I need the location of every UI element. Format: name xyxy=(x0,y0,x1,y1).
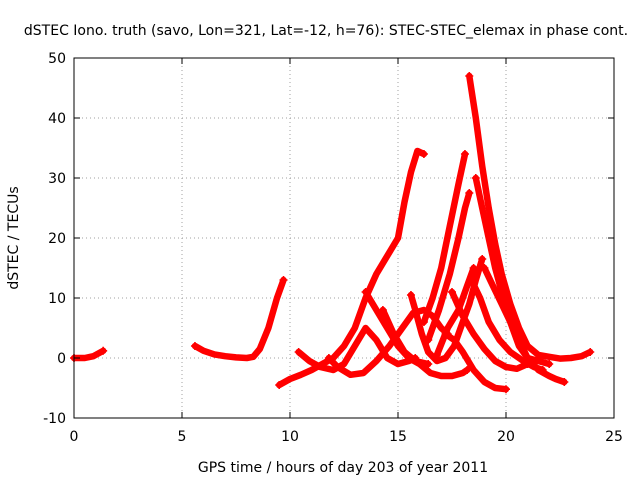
data-point-marker xyxy=(378,306,387,314)
data-series-arc-3 xyxy=(275,147,428,389)
data-point-marker xyxy=(99,346,108,355)
data-point-marker xyxy=(480,264,489,272)
data-point-marker xyxy=(465,72,474,80)
data-point-marker xyxy=(463,366,472,374)
data-point-marker xyxy=(560,378,569,386)
data-series-arc-8 xyxy=(407,255,486,365)
data-point-marker xyxy=(424,336,433,344)
data-point-marker xyxy=(279,276,288,284)
x-tick-label: 5 xyxy=(178,429,187,445)
data-point-marker xyxy=(465,189,474,197)
data-point-marker xyxy=(460,150,469,158)
data-point-marker xyxy=(471,174,480,182)
data-series-arc-7 xyxy=(379,306,432,368)
data-point-marker xyxy=(419,318,428,326)
y-tick-label: -10 xyxy=(43,411,66,427)
data-series-arc-15 xyxy=(448,288,531,373)
data-point-marker xyxy=(586,348,595,356)
data-point-marker xyxy=(432,351,441,359)
data-series-arc-13 xyxy=(466,72,594,362)
y-tick-label: 50 xyxy=(48,51,66,67)
data-point-marker xyxy=(294,348,303,356)
data-point-marker xyxy=(441,330,450,338)
data-point-marker xyxy=(538,366,547,374)
data-point-marker xyxy=(424,360,433,368)
x-tick-label: 10 xyxy=(281,429,299,445)
data-point-marker xyxy=(419,150,428,158)
x-axis-label: GPS time / hours of day 203 of year 2011 xyxy=(198,460,488,476)
data-series-arc-9 xyxy=(420,150,469,326)
data-point-marker xyxy=(361,288,370,296)
data-point-marker xyxy=(406,291,415,299)
data-point-marker xyxy=(324,354,333,362)
data-point-marker xyxy=(502,385,510,394)
data-series-arc-16 xyxy=(481,264,568,386)
y-tick-label: 0 xyxy=(57,351,66,367)
series-layer xyxy=(70,72,595,394)
data-point-marker xyxy=(478,255,487,263)
data-point-marker xyxy=(448,288,456,296)
y-tick-label: 40 xyxy=(48,111,66,127)
data-series-arc-2 xyxy=(191,276,287,362)
data-series-arc-1 xyxy=(70,347,107,362)
data-series-arc-10 xyxy=(424,189,473,344)
data-point-marker xyxy=(467,276,476,284)
y-tick-label: 10 xyxy=(48,291,66,307)
x-tick-label: 25 xyxy=(605,429,623,445)
x-tick-label: 20 xyxy=(497,429,515,445)
data-series-arc-12 xyxy=(442,330,510,393)
data-point-marker xyxy=(190,342,199,350)
y-tick-label: 30 xyxy=(48,171,66,187)
data-point-marker xyxy=(469,264,478,272)
data-point-marker xyxy=(275,381,284,389)
data-series-arc-4 xyxy=(295,324,419,374)
y-axis-label: dSTEC / TECUs xyxy=(6,186,22,289)
y-tick-label: 20 xyxy=(48,231,66,247)
x-tick-label: 15 xyxy=(389,429,407,445)
x-tick-label: 0 xyxy=(70,429,79,445)
data-series-arc-17 xyxy=(468,276,546,374)
data-point-marker xyxy=(545,360,554,368)
chart-title: dSTEC Iono. truth (savo, Lon=321, Lat=-1… xyxy=(24,23,628,39)
